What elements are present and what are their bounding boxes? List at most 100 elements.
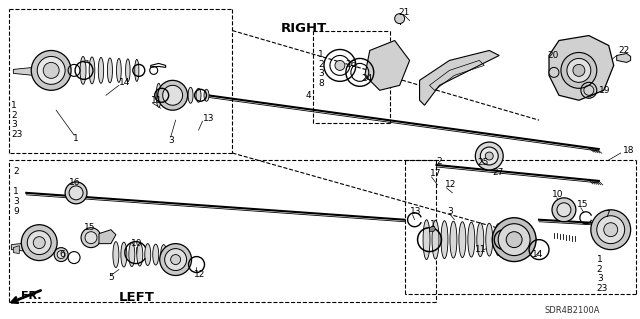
Text: 20: 20 [547,51,558,60]
Text: 2: 2 [12,111,17,120]
Ellipse shape [441,221,448,259]
Text: 2: 2 [13,167,19,176]
Circle shape [492,218,536,262]
Circle shape [485,152,493,160]
Ellipse shape [125,59,130,82]
Circle shape [549,67,559,78]
Circle shape [591,210,630,249]
Text: 11: 11 [151,96,163,105]
Ellipse shape [180,86,185,104]
Text: 25: 25 [477,159,489,167]
Circle shape [57,251,65,259]
Ellipse shape [432,220,439,259]
Text: SDR4B2100A: SDR4B2100A [544,306,600,315]
Circle shape [498,224,530,256]
Text: 7: 7 [604,210,609,219]
Text: 17: 17 [429,169,441,178]
Text: 14: 14 [119,78,131,87]
Circle shape [557,203,571,217]
Text: 18: 18 [623,145,634,154]
Polygon shape [617,54,630,63]
Text: 21: 21 [399,8,410,17]
Text: 22: 22 [619,46,630,55]
Text: LEFT: LEFT [119,291,155,304]
Ellipse shape [89,57,95,84]
Text: 23: 23 [12,130,23,139]
Circle shape [335,60,345,70]
Text: 5: 5 [108,273,114,282]
Text: 27: 27 [492,168,504,177]
Polygon shape [549,35,614,100]
Text: 10: 10 [552,190,563,199]
Text: 1: 1 [318,50,324,59]
Circle shape [44,63,59,78]
Polygon shape [12,243,29,252]
Circle shape [54,248,68,262]
Circle shape [28,231,51,255]
Ellipse shape [169,245,175,264]
Polygon shape [429,226,435,232]
Text: 13: 13 [410,207,421,216]
Ellipse shape [145,244,151,265]
Circle shape [596,216,625,244]
Text: 3: 3 [447,207,453,216]
Ellipse shape [113,241,119,268]
Text: 12: 12 [193,270,205,279]
Ellipse shape [450,221,457,258]
Ellipse shape [161,245,166,264]
Text: 1: 1 [12,101,17,110]
Ellipse shape [99,57,104,83]
Circle shape [567,58,591,82]
Circle shape [33,237,45,249]
Ellipse shape [153,244,159,265]
Text: 14: 14 [532,250,543,259]
Text: RIGHT: RIGHT [281,22,328,35]
Circle shape [480,147,498,165]
Circle shape [552,198,576,222]
Circle shape [395,14,404,24]
Circle shape [85,232,97,244]
Text: 12: 12 [444,180,456,189]
Circle shape [160,244,191,276]
Text: 4: 4 [305,91,310,100]
Text: 3: 3 [318,69,324,78]
Text: 9: 9 [13,207,19,216]
Ellipse shape [156,83,161,107]
Text: 16: 16 [69,178,81,187]
Polygon shape [13,67,33,75]
Circle shape [31,50,71,90]
Polygon shape [365,41,410,90]
Circle shape [81,228,101,248]
Ellipse shape [172,85,177,105]
Text: 1: 1 [73,134,79,143]
Circle shape [506,232,522,248]
Circle shape [69,186,83,200]
Text: 1: 1 [596,255,602,264]
Circle shape [37,56,65,84]
Circle shape [171,255,180,264]
Text: 2: 2 [318,60,324,69]
Polygon shape [420,50,499,105]
Text: 19: 19 [599,86,611,95]
Text: 2: 2 [596,265,602,274]
Text: FR.: FR. [21,291,42,301]
Ellipse shape [134,59,139,81]
Ellipse shape [468,222,475,257]
Circle shape [163,85,182,105]
Circle shape [573,64,585,76]
Circle shape [476,142,503,170]
Text: 15: 15 [577,200,588,209]
Text: 11: 11 [476,245,487,254]
Ellipse shape [80,56,86,84]
Text: 3: 3 [12,120,17,129]
Text: 8: 8 [318,79,324,88]
Ellipse shape [196,88,201,102]
Text: 6: 6 [59,250,65,259]
Ellipse shape [116,58,121,82]
Text: 1: 1 [13,187,19,197]
Text: 26: 26 [345,60,356,69]
Text: 10: 10 [131,239,142,248]
Ellipse shape [423,220,430,260]
Ellipse shape [137,243,143,266]
Text: 24: 24 [362,74,373,83]
